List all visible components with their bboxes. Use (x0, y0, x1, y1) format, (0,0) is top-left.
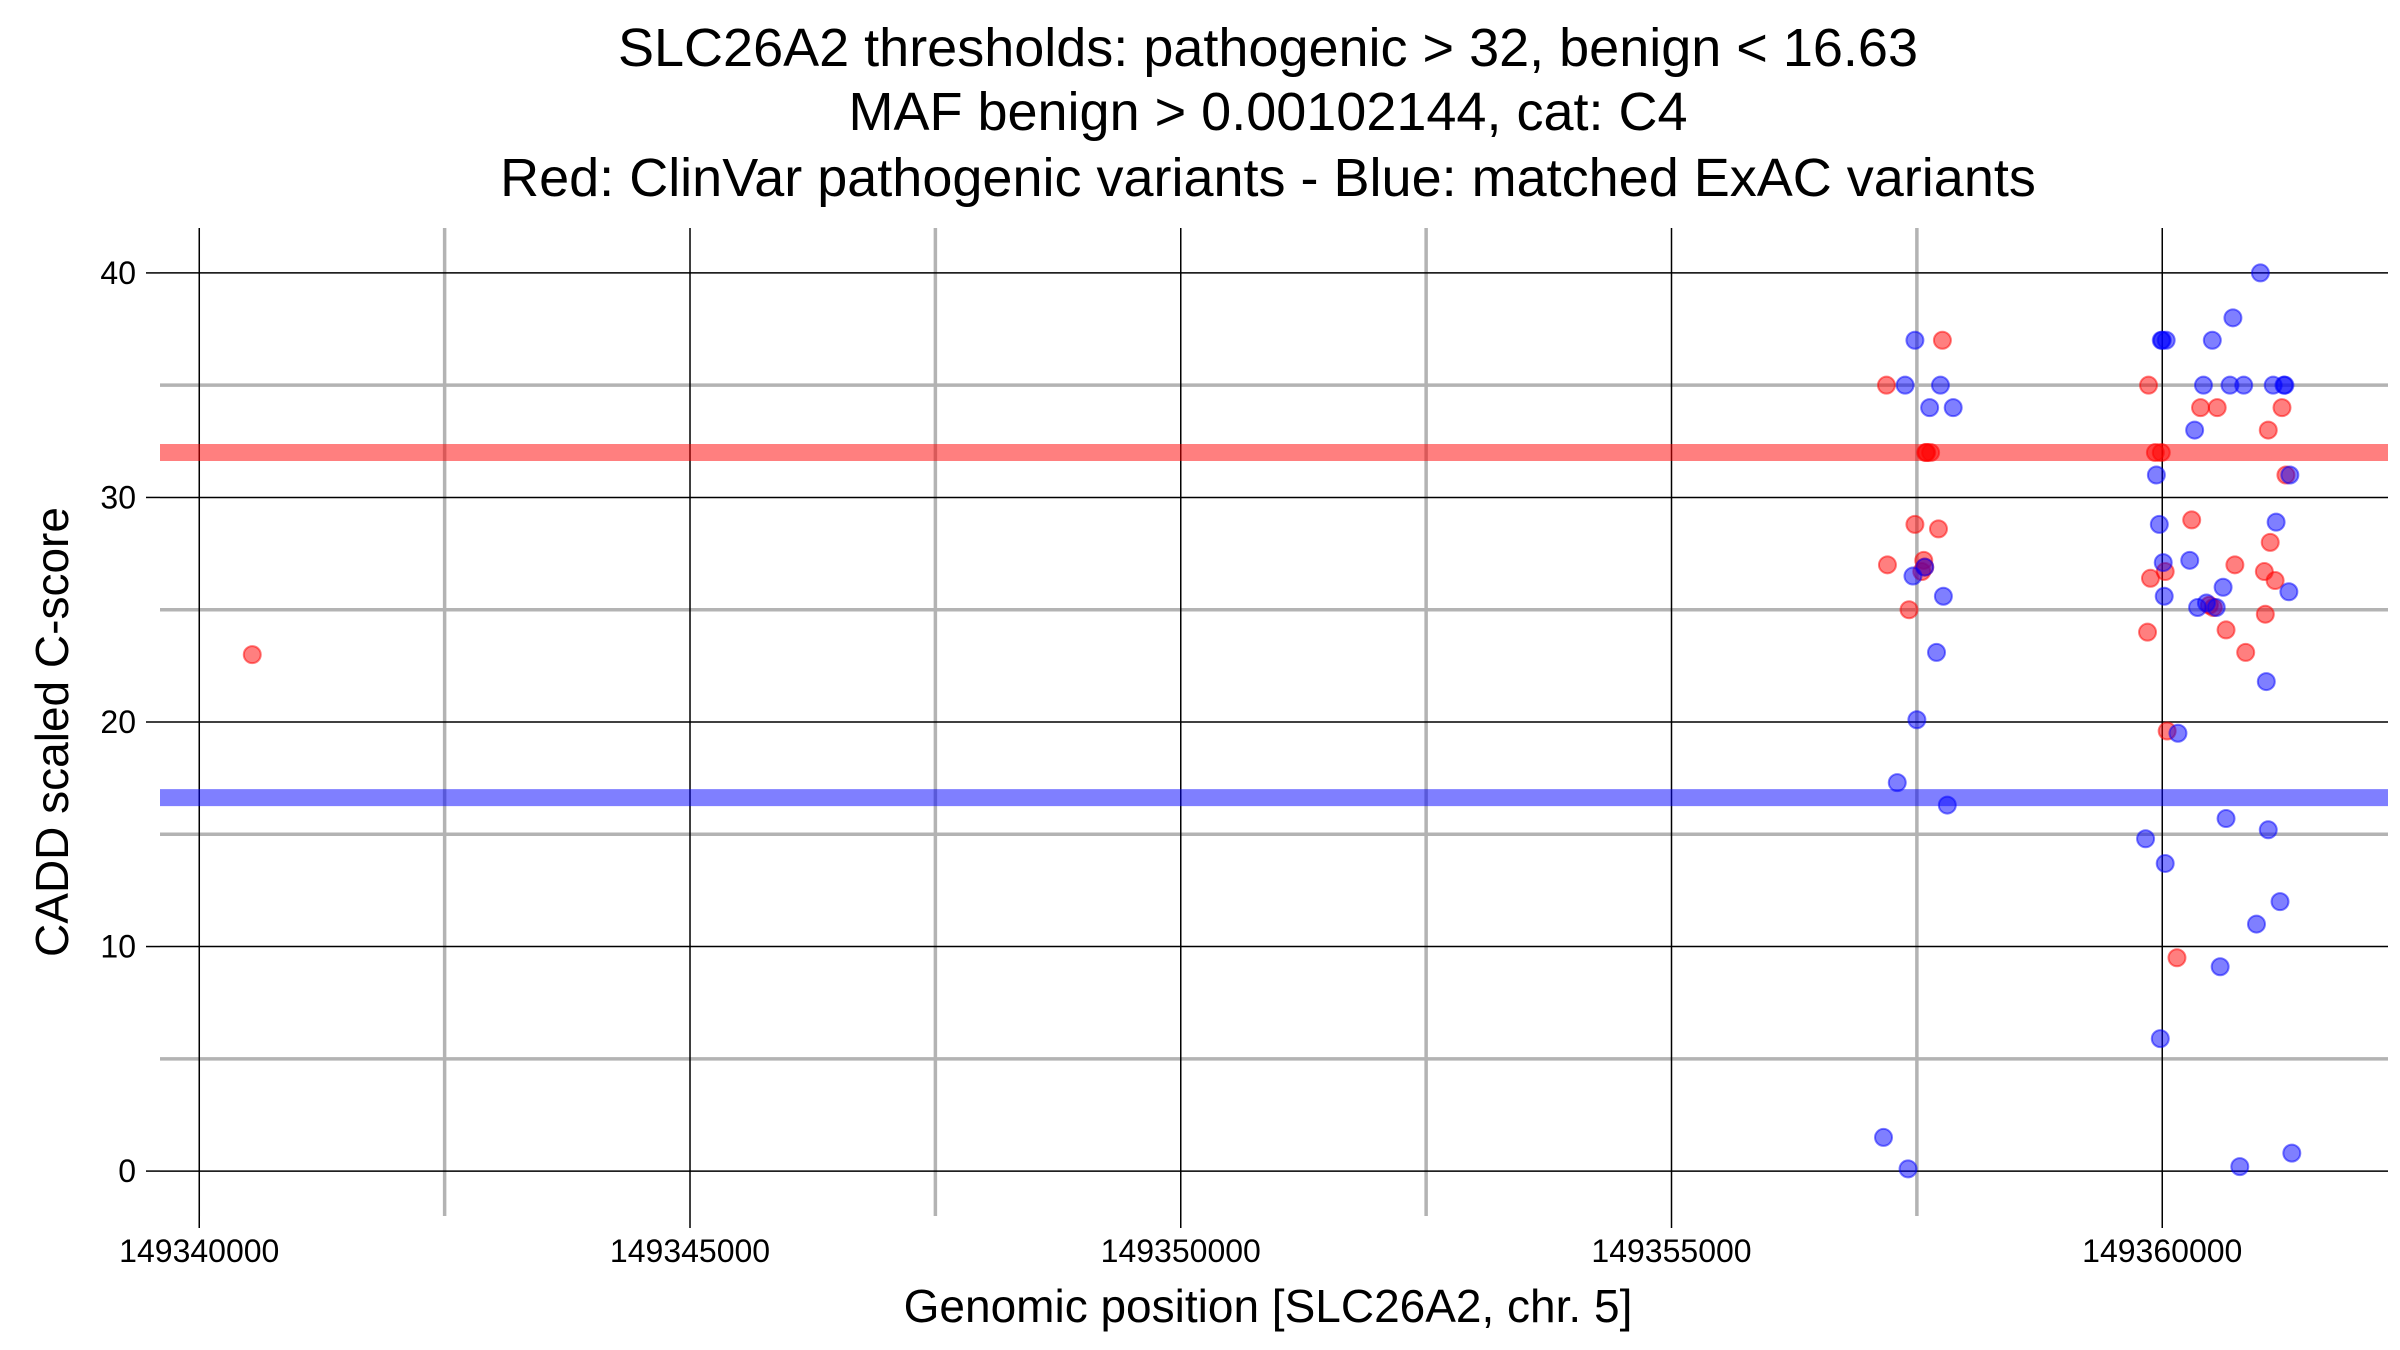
data-point (2149, 514, 2169, 534)
title-line-2: MAF benign > 0.00102144, cat: C4 (848, 82, 1687, 142)
data-point (2258, 420, 2278, 440)
data-point (2136, 829, 2156, 849)
data-point (2210, 957, 2230, 977)
y-tick-label: 0 (118, 1153, 136, 1189)
data-point (1874, 1127, 1894, 1147)
data-point (2265, 571, 2285, 591)
x-tick-label: 149360000 (2082, 1233, 2242, 1269)
data-point (2282, 1143, 2302, 1163)
data-point (1898, 1159, 1918, 1179)
y-tick-label: 20 (100, 704, 136, 740)
x-tick-label: 149355000 (1591, 1233, 1751, 1269)
major-gridlines (160, 228, 2388, 1216)
y-tick-label: 40 (100, 255, 136, 291)
data-point (2255, 604, 2275, 624)
title-line-1: SLC26A2 thresholds: pathogenic > 32, ben… (618, 18, 1918, 78)
x-tick-label: 149340000 (119, 1233, 279, 1269)
data-point (2154, 586, 2174, 606)
threshold-lines (160, 444, 2388, 807)
data-point (2266, 512, 2286, 532)
y-axis-title: CADD scaled C-score (26, 507, 78, 957)
data-point (2280, 465, 2300, 485)
data-point (2185, 420, 2205, 440)
chart-title: SLC26A2 thresholds: pathogenic > 32, ben… (500, 18, 2036, 208)
data-point (2272, 398, 2292, 418)
minor-gridlines (160, 228, 2388, 1216)
data-point (2246, 914, 2266, 934)
data-point (1907, 710, 1927, 730)
data-point (1943, 398, 1963, 418)
data-point (2156, 330, 2176, 350)
data-point (1877, 555, 1897, 575)
data-point (2168, 723, 2188, 743)
data-points (242, 263, 2302, 1179)
data-point (1895, 375, 1915, 395)
data-point (2202, 330, 2222, 350)
data-point (2153, 553, 2173, 573)
data-point (2223, 308, 2243, 328)
data-point (2275, 375, 2295, 395)
data-point (1915, 557, 1935, 577)
data-point (2193, 375, 2213, 395)
data-point (1932, 330, 1952, 350)
x-axis-title: Genomic position [SLC26A2, chr. 5] (904, 1280, 1633, 1332)
data-point (2146, 465, 2166, 485)
data-point (2191, 398, 2211, 418)
data-point (2139, 375, 2159, 395)
data-point (2213, 577, 2233, 597)
data-point (2256, 672, 2276, 692)
data-point (2260, 532, 2280, 552)
data-point (2230, 1157, 2250, 1177)
data-point (1905, 514, 1925, 534)
x-tick-label: 149350000 (1101, 1233, 1261, 1269)
data-point (2234, 375, 2254, 395)
data-point (2155, 853, 2175, 873)
data-point (1921, 443, 1941, 463)
y-tick-label: 30 (100, 479, 136, 515)
data-point (2225, 555, 2245, 575)
data-point (2180, 550, 2200, 570)
data-point (1876, 375, 1896, 395)
data-point (1905, 330, 1925, 350)
data-point (2216, 620, 2236, 640)
data-point (242, 645, 262, 665)
data-point (1933, 586, 1953, 606)
data-point (2279, 582, 2299, 602)
x-tick-label: 149345000 (610, 1233, 770, 1269)
tick-labels: 149340000 149345000 149350000 149355000 1493… (100, 255, 2242, 1269)
data-point (2258, 820, 2278, 840)
data-point (2216, 809, 2236, 829)
axis-ticks (146, 272, 2164, 1228)
data-point (2236, 642, 2256, 662)
data-point (1887, 773, 1907, 793)
data-point (2150, 1029, 2170, 1049)
data-point (1899, 600, 1919, 620)
data-point (2138, 622, 2158, 642)
data-point (2270, 892, 2290, 912)
data-point (1930, 375, 1950, 395)
y-tick-label: 10 (100, 929, 136, 965)
data-point (1920, 398, 1940, 418)
data-point (1928, 519, 1948, 539)
data-point (2207, 398, 2227, 418)
data-point (2182, 510, 2202, 530)
title-line-3: Red: ClinVar pathogenic variants - Blue:… (500, 148, 2036, 208)
data-point (2250, 263, 2270, 283)
data-point (2167, 948, 2187, 968)
data-point (2206, 597, 2226, 617)
data-point (2151, 443, 2171, 463)
data-point (1937, 795, 1957, 815)
data-point (1927, 642, 1947, 662)
